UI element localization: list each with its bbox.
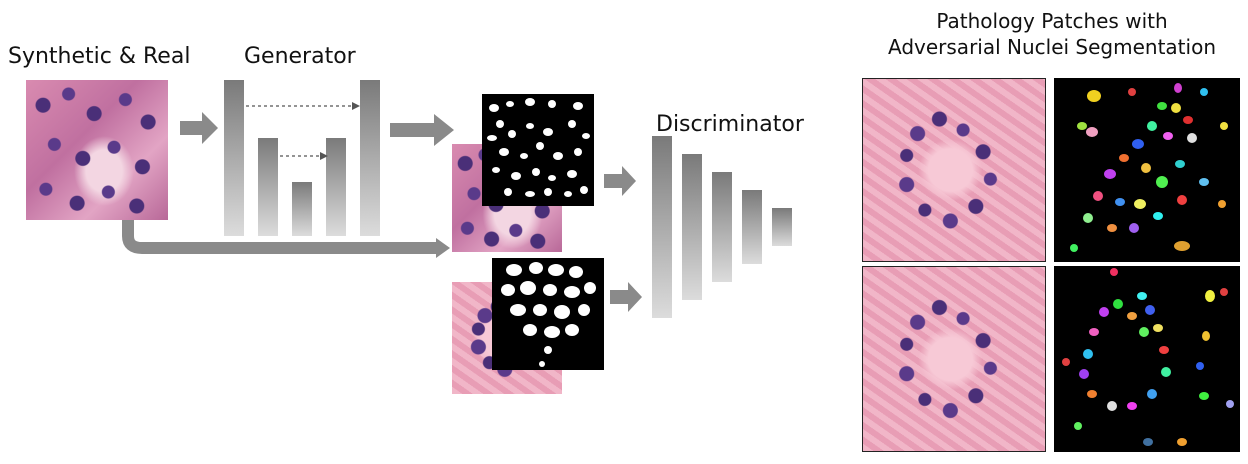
arrow-generator-to-mask [390,114,454,146]
generator-encoder-bar-1 [224,80,244,236]
discriminator-bar-1 [652,136,672,318]
output-title-line-2: Adversarial Nuclei Segmentation [888,35,1216,59]
output-segmentation-2-image [1054,266,1240,452]
output-patch-2-image [862,266,1046,452]
skip-connections [246,102,360,160]
discriminator-bar-4 [742,190,762,264]
generator-encoder-bar-2 [258,138,278,236]
input-label: Synthetic & Real [8,44,191,69]
arrow-real-to-discriminator [610,282,642,312]
discriminator-label: Discriminator [656,112,804,137]
discriminator-bar-3 [712,172,732,282]
real-pair-mask-image [492,258,604,370]
generated-pair-mask-image [482,94,594,206]
output-title-line-1: Pathology Patches with [936,9,1168,33]
input-patch-image [26,80,168,220]
generator-decoder-bar-2 [360,80,380,236]
generator-label: Generator [244,44,356,69]
discriminator-bar-2 [682,154,702,300]
generator-bottleneck-bar [292,182,312,236]
output-title: Pathology Patches with Adversarial Nucle… [862,8,1242,60]
arrow-generated-to-discriminator [604,166,636,196]
arrow-input-bypass [122,220,450,258]
output-segmentation-1-image [1054,78,1240,262]
discriminator-bar-5 [772,208,792,246]
arrow-input-to-generator [180,112,218,144]
output-patch-1-image [862,78,1046,262]
generator-decoder-bar-1 [326,138,346,236]
